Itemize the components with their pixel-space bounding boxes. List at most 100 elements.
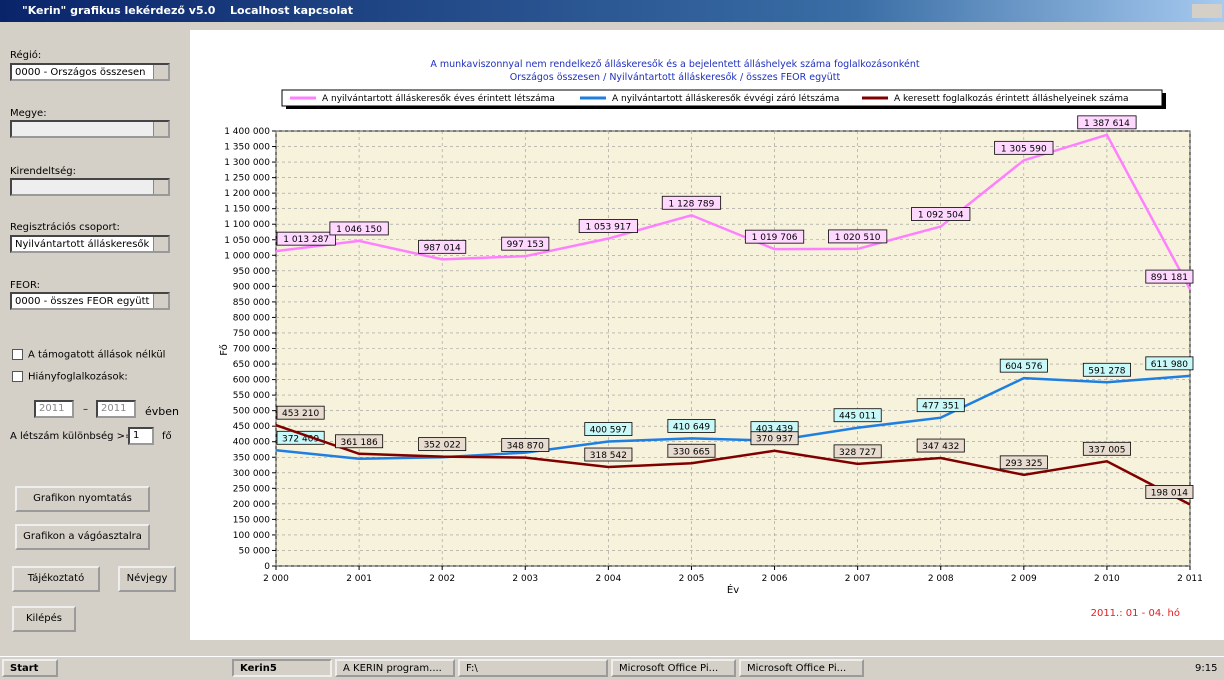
value-label: 293 325 (999, 455, 1048, 470)
value-label: 1 387 614 (1077, 115, 1137, 130)
task-button[interactable]: F:\ (458, 659, 608, 677)
button[interactable]: Tájékoztató (12, 566, 100, 592)
value-label: 198 014 (1145, 485, 1194, 499)
value-label: 1 128 789 (661, 195, 722, 210)
value-label-box (335, 434, 384, 449)
label: Régió: (10, 50, 42, 61)
task-button[interactable]: Kerin5 (232, 659, 332, 677)
value-label-text: 891 181 (1151, 273, 1188, 283)
value-label-box (661, 195, 722, 210)
value-label-text: 361 186 (340, 438, 377, 448)
y-tick-label: 100 000 (233, 531, 270, 541)
y-tick-label: 0 (264, 562, 270, 572)
button[interactable]: Grafikon a vágóasztalra (15, 524, 150, 550)
x-tick-label: 2 010 (1094, 574, 1120, 584)
value-label-box (329, 221, 389, 236)
value-label: 318 542 (584, 447, 633, 462)
window-controls[interactable] (1192, 4, 1222, 18)
x-axis-label: Év (727, 583, 739, 596)
value-label: 453 210 (276, 405, 325, 420)
value-label: 337 005 (1082, 441, 1131, 456)
value-label-text: 400 597 (590, 426, 627, 436)
year-input[interactable]: 2011 (96, 400, 136, 418)
value-label-text: 1 019 706 (752, 233, 798, 243)
y-tick-label: 500 000 (233, 407, 270, 417)
y-tick-label: 250 000 (233, 484, 270, 494)
value-label-box (276, 231, 336, 246)
chart-title: A munkaviszonnyal nem rendelkező álláske… (430, 59, 920, 70)
annotation: 2011.: 01 - 04. hó (1091, 607, 1180, 619)
y-axis-label: Fő (218, 344, 230, 356)
dropdown[interactable]: 0000 - összes FEOR együtt (10, 292, 170, 310)
value-label-text: 604 576 (1005, 362, 1042, 372)
diff-input[interactable]: 1 (128, 427, 154, 445)
year-input[interactable]: 2011 (34, 400, 74, 418)
task-button[interactable]: A KERIN program.... (335, 659, 455, 677)
value-label-text: 997 153 (507, 240, 544, 250)
value-label: 1 046 150 (329, 221, 389, 236)
value-label-text: 1 305 590 (1001, 144, 1047, 154)
value-label: 1 019 706 (744, 229, 805, 244)
y-tick-label: 1 250 000 (224, 174, 270, 184)
task-button[interactable]: Microsoft Office Pi... (611, 659, 736, 677)
value-label: 372 409 (276, 430, 325, 445)
value-label: 328 727 (833, 444, 882, 459)
value-label-text: 370 937 (756, 435, 793, 445)
value-label: 1 020 510 (828, 229, 888, 244)
window-title: "Kerin" grafikus lekérdező v5.0 (22, 4, 216, 17)
value-label-box (750, 431, 799, 446)
value-label-box (994, 140, 1054, 155)
value-label-text: 198 014 (1151, 488, 1188, 498)
title-bar (0, 0, 1224, 22)
legend (281, 89, 1163, 107)
value-label: 611 980 (1145, 356, 1194, 371)
chart: A munkaviszonnyal nem rendelkező álláske… (190, 30, 1224, 640)
chart-subtitle: Országos összesen / Nyilvántartott állás… (510, 72, 841, 83)
dropdown[interactable]: 0000 - Országos összesen (10, 63, 170, 81)
y-tick-label: 750 000 (233, 329, 270, 339)
start-button[interactable]: Start (2, 659, 58, 677)
legend-label: A nyilvántartott álláskeresők évvégi zár… (612, 93, 839, 104)
value-label: 400 597 (584, 422, 633, 436)
checkbox[interactable]: Hiányfoglalkozások: (12, 371, 128, 383)
y-tick-label: 900 000 (233, 282, 270, 292)
series-line (275, 133, 1192, 290)
checkbox-label: Hiányfoglalkozások: (28, 371, 128, 383)
value-label-text: 337 005 (1088, 445, 1125, 455)
value-label: 997 153 (501, 236, 550, 251)
dropdown[interactable] (10, 178, 170, 196)
label: Kirendeltség: (10, 166, 76, 177)
value-label-box (667, 443, 716, 458)
value-label-text: 1 046 150 (336, 225, 382, 235)
x-tick-label: 2 000 (263, 574, 289, 584)
x-tick-label: 2 004 (595, 574, 621, 584)
y-tick-label: 1 050 000 (224, 236, 270, 246)
task-button[interactable]: Microsoft Office Pi... (739, 659, 864, 677)
y-tick-label: 1 300 000 (224, 158, 270, 168)
value-label-box (667, 419, 716, 433)
y-tick-label: 1 350 000 (224, 143, 270, 153)
value-label-text: 445 011 (839, 412, 876, 422)
button[interactable]: Grafikon nyomtatás (15, 486, 150, 512)
value-label-text: 372 409 (282, 434, 319, 444)
legend-label: A keresett foglalkozás érintett álláshel… (894, 93, 1129, 104)
value-label-box (999, 358, 1048, 373)
button[interactable]: Kilépés (12, 606, 76, 632)
value-label-text: 1 020 510 (835, 233, 881, 243)
button[interactable]: Névjegy (118, 566, 176, 592)
value-label-box (1145, 269, 1194, 284)
value-label-box (833, 408, 882, 423)
label: A létszám különbség >= (10, 431, 134, 442)
dropdown[interactable]: Nyilvántartott álláskeresők (10, 235, 170, 253)
dropdown[interactable] (10, 120, 170, 138)
y-tick-label: 950 000 (233, 267, 270, 277)
y-tick-label: 650 000 (233, 360, 270, 370)
value-label-box (911, 207, 971, 221)
y-tick-label: 550 000 (233, 391, 270, 401)
checkbox[interactable]: A támogatott állások nélkül (12, 349, 165, 361)
x-tick-label: 2 002 (429, 574, 455, 584)
value-label-box (916, 438, 965, 453)
value-label-box (916, 398, 965, 413)
x-tick-label: 2 005 (679, 574, 705, 584)
